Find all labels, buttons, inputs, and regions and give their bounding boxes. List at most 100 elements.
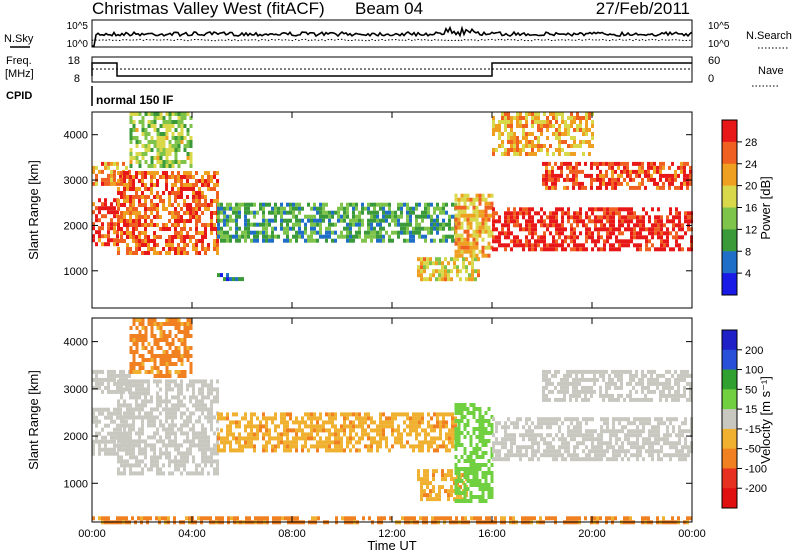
- heatmap-cell: [635, 169, 638, 174]
- heatmap-cell: [475, 451, 479, 455]
- heatmap-cell: [516, 152, 519, 156]
- heatmap-cell: [162, 374, 166, 378]
- heatmap-cell: [92, 419, 95, 424]
- heatmap-cell: [507, 136, 510, 140]
- heatmap-cell: [576, 215, 579, 220]
- heatmap-cell: [232, 277, 235, 282]
- heatmap-cell: [492, 235, 495, 240]
- heatmap-cell: [397, 234, 400, 239]
- heatmap-cell: [189, 443, 192, 448]
- heatmap-cell: [537, 449, 540, 454]
- heatmap-cell: [540, 247, 543, 252]
- heatmap-cell: [460, 443, 464, 447]
- heatmap-cell: [244, 210, 247, 215]
- heatmap-cell: [641, 377, 644, 382]
- heatmap-cell: [189, 379, 192, 384]
- heatmap-cell: [129, 423, 132, 428]
- heatmap-cell: [171, 160, 175, 164]
- heatmap-cell: [522, 211, 525, 216]
- heatmap-cell: [207, 223, 210, 227]
- heatmap-cell: [116, 242, 119, 247]
- heatmap-cell: [549, 124, 552, 128]
- heatmap-cell: [484, 229, 488, 234]
- heatmap-cell: [525, 219, 528, 224]
- heatmap-cell: [469, 479, 473, 483]
- heatmap-cell: [554, 369, 557, 374]
- heatmap-cell: [584, 377, 587, 382]
- heatmap-cell: [472, 431, 476, 435]
- heatmap-cell: [567, 449, 570, 454]
- heatmap-cell: [162, 199, 165, 203]
- heatmap-cell: [507, 453, 510, 458]
- heatmap-cell: [576, 441, 579, 446]
- heatmap-cell: [186, 203, 189, 207]
- heatmap-cell: [180, 383, 183, 388]
- heatmap-cell: [689, 181, 692, 186]
- heatmap-cell: [192, 387, 195, 392]
- heatmap-cell: [567, 243, 570, 248]
- heatmap-cell: [265, 428, 268, 433]
- heatmap-cell: [156, 366, 160, 370]
- heatmap-cell: [358, 214, 361, 219]
- heatmap-cell: [475, 193, 479, 198]
- heatmap-cell: [198, 443, 201, 448]
- heatmap-cell: [129, 346, 133, 350]
- heatmap-cell: [475, 241, 479, 246]
- heatmap-cell: [138, 383, 141, 388]
- heatmap-cell: [513, 207, 516, 212]
- heatmap-cell: [189, 239, 192, 243]
- heatmap-cell: [307, 416, 310, 421]
- heatmap-cell: [201, 195, 204, 199]
- heatmap-cell: [552, 211, 555, 216]
- heatmap-cell: [618, 231, 621, 236]
- heatmap-cell: [123, 411, 126, 416]
- heatmap-cell: [129, 116, 133, 120]
- heatmap-cell: [195, 243, 198, 247]
- heatmap-cell: [144, 399, 147, 404]
- heatmap-cell: [126, 171, 129, 175]
- heatmap-cell: [201, 391, 204, 396]
- heatmap-cell: [168, 362, 172, 366]
- heatmap-cell: [495, 247, 498, 252]
- heatmap-cell: [247, 210, 250, 215]
- heatmap-cell: [474, 257, 477, 262]
- heatmap-cell: [107, 230, 110, 235]
- heatmap-cell: [322, 234, 325, 239]
- heatmap-cell: [250, 444, 253, 449]
- heatmap-cell: [319, 206, 322, 211]
- heatmap-cell: [171, 112, 175, 116]
- heatmap-cell: [385, 420, 388, 425]
- heatmap-cell: [153, 231, 156, 235]
- heatmap-cell: [669, 445, 672, 450]
- heatmap-cell: [247, 436, 250, 441]
- heatmap-cell: [204, 395, 207, 400]
- heatmap-cell: [177, 203, 180, 207]
- heatmap-cell: [171, 318, 175, 322]
- heatmap-cell: [135, 247, 138, 251]
- heatmap-cell: [226, 277, 229, 282]
- heatmap-cell: [367, 210, 370, 215]
- heatmap-cell: [204, 455, 207, 460]
- heatmap-cell: [481, 491, 485, 495]
- heatmap-cell: [238, 238, 241, 243]
- heatmap-cell: [110, 222, 113, 227]
- heatmap-cell: [418, 416, 421, 421]
- heatmap-cell: [217, 218, 220, 223]
- heatmap-cell: [528, 239, 531, 244]
- heatmap-cell: [484, 471, 488, 475]
- heatmap-cell: [600, 457, 603, 462]
- heatmap-cell: [101, 427, 104, 432]
- heatmap-cell: [641, 373, 644, 378]
- heatmap-cell: [301, 436, 304, 441]
- heatmap-cell: [537, 140, 540, 144]
- heatmap-cell: [229, 448, 232, 453]
- heatmap-cell: [161, 516, 164, 521]
- heatmap-cell: [433, 412, 436, 417]
- heatmap-cell: [436, 412, 439, 417]
- heatmap-cell: [150, 423, 153, 428]
- heatmap-cell: [385, 424, 388, 429]
- heatmap-cell: [244, 226, 247, 231]
- heatmap-cell: [129, 362, 133, 366]
- heatmap-cell: [195, 219, 198, 223]
- heatmap-cell: [132, 120, 136, 124]
